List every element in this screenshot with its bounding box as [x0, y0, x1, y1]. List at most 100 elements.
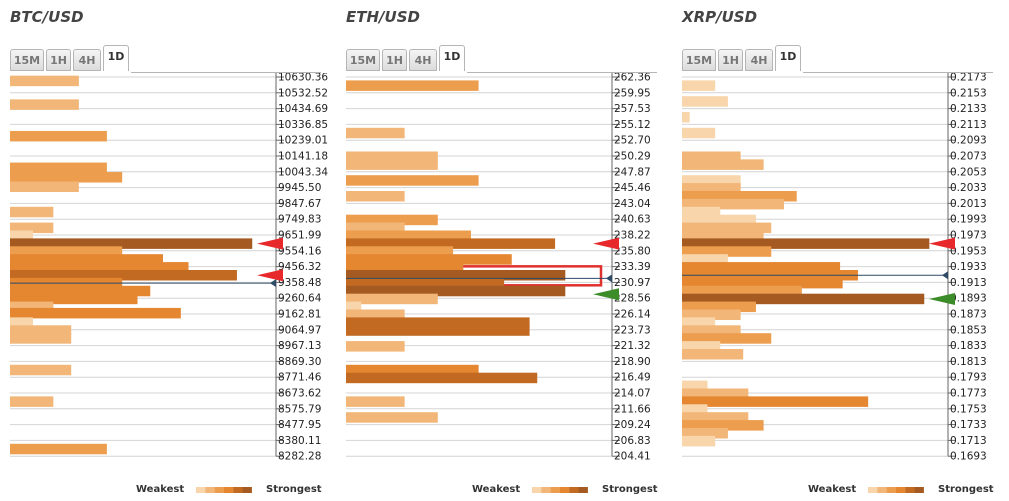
- tick-label: 0.1953: [950, 245, 987, 257]
- tab-1h[interactable]: 1H: [382, 49, 407, 71]
- tab-4h[interactable]: 4H: [73, 49, 101, 71]
- confluence-bar: [682, 396, 869, 407]
- tick-label: 209.24: [614, 419, 651, 431]
- tab-15m[interactable]: 15M: [10, 49, 44, 71]
- tick-label: 0.1733: [950, 419, 987, 431]
- tick-label: 226.14: [614, 309, 651, 321]
- tick-label: 0.2073: [950, 151, 987, 163]
- panel-xrp-usd: XRP/USD 15M 1H 4H 1D 0.2173 0.2153 0.2133 0.2113…: [673, 0, 1003, 501]
- tick-label: 0.1973: [950, 230, 987, 242]
- confluence-bar: [346, 317, 530, 328]
- confluence-chart: 10630.36 10532.52 10434.69 10336.85 10239.01…: [10, 73, 328, 463]
- confluence-bar: [682, 127, 716, 139]
- resistance-arrow: [593, 237, 619, 250]
- confluence-bar: [682, 309, 741, 320]
- tick-label: 10239.01: [278, 135, 328, 147]
- tick-label: 221.32: [614, 340, 651, 352]
- tick-label: 0.1793: [950, 372, 987, 384]
- tick-label: 9945.50: [278, 182, 321, 194]
- tab-1d[interactable]: 1D: [103, 45, 129, 71]
- tick-label: 9064.97: [278, 324, 321, 336]
- confluence-bar: [682, 159, 764, 170]
- tick-label: 10434.69: [278, 103, 328, 115]
- confluence-bar: [682, 277, 843, 289]
- current-price-arrow: [270, 279, 276, 288]
- confluence-bar: [10, 99, 79, 110]
- panel-title: BTC/USD: [10, 8, 84, 26]
- tick-label: 10336.85: [278, 119, 328, 131]
- tick-label: 223.73: [614, 324, 651, 336]
- confluence-bar: [10, 130, 107, 142]
- confluence-bar: [346, 151, 438, 162]
- legend-gradient: [532, 487, 588, 493]
- tab-15m[interactable]: 15M: [682, 49, 716, 71]
- tab-baseline: [467, 72, 657, 73]
- confluence-bar: [10, 285, 151, 297]
- tab-4h[interactable]: 4H: [409, 49, 437, 71]
- legend-strongest-label: Strongest: [602, 484, 658, 495]
- tab-4h[interactable]: 4H: [745, 49, 773, 71]
- confluence-bar: [10, 325, 72, 336]
- confluence-bar: [682, 151, 741, 162]
- tick-label: 8869.30: [278, 356, 321, 368]
- confluence-bar: [346, 269, 566, 281]
- tick-label: 8380.11: [278, 435, 321, 447]
- tick-label: 8967.13: [278, 340, 321, 352]
- legend-weakest-label: Weakest: [808, 484, 857, 495]
- tick-label: 0.1753: [950, 403, 987, 415]
- confluence-bar: [346, 412, 438, 423]
- confluence-bar: [682, 183, 741, 194]
- tick-label: 235.80: [614, 245, 651, 257]
- confluence-bar: [682, 427, 728, 439]
- legend-gradient: [196, 487, 252, 493]
- tab-1d[interactable]: 1D: [775, 45, 801, 71]
- confluence-bar: [346, 175, 479, 186]
- tick-label: 259.95: [614, 87, 651, 99]
- tab-1h[interactable]: 1H: [46, 49, 71, 71]
- tick-label: 10532.52: [278, 87, 328, 99]
- confluence-bar: [682, 412, 749, 423]
- tick-label: 0.1913: [950, 277, 987, 289]
- confluence-bar: [682, 301, 756, 313]
- legend-weakest-label: Weakest: [136, 484, 185, 495]
- confluence-bar: [682, 341, 721, 352]
- confluence-bar: [682, 348, 744, 360]
- confluence-bar: [346, 254, 512, 265]
- tick-label: 243.04: [614, 198, 651, 210]
- confluence-bar: [682, 206, 721, 218]
- tick-label: 0.1933: [950, 261, 987, 273]
- tick-label: 0.1813: [950, 356, 987, 368]
- panel-btc-usd: BTC/USD 15M 1H 4H 1D 10630.36 10532.52 10434.69…: [1, 0, 331, 501]
- confluence-bar: [346, 190, 405, 202]
- tab-1d[interactable]: 1D: [439, 45, 465, 71]
- tick-label: 8477.95: [278, 419, 321, 431]
- tick-label: 204.41: [614, 451, 651, 463]
- tick-label: 245.46: [614, 182, 651, 194]
- confluence-bar: [10, 230, 33, 241]
- confluence-bar: [10, 443, 107, 455]
- confluence-bar: [346, 372, 538, 384]
- confluence-bar: [682, 317, 716, 328]
- tick-label: 250.29: [614, 151, 651, 163]
- tick-label: 10630.36: [278, 73, 328, 84]
- confluence-bar: [346, 396, 405, 407]
- confluence-bar: [346, 309, 405, 320]
- tick-label: 9749.83: [278, 214, 321, 226]
- confluence-bar: [346, 230, 471, 241]
- tick-label: 8575.79: [278, 403, 321, 415]
- tick-label: 0.2093: [950, 135, 987, 147]
- tick-label: 233.39: [614, 261, 651, 273]
- confluence-bar: [682, 380, 708, 392]
- tick-label: 238.22: [614, 230, 651, 242]
- confluence-bar: [682, 175, 741, 186]
- tick-label: 9554.16: [278, 245, 322, 257]
- tick-label: 9260.64: [278, 293, 322, 305]
- tab-1h[interactable]: 1H: [718, 49, 743, 71]
- tab-15m[interactable]: 15M: [346, 49, 380, 71]
- legend-strongest-label: Strongest: [938, 484, 994, 495]
- confluence-bar: [682, 190, 797, 202]
- confluence-bar: [682, 388, 749, 399]
- tick-label: 0.1693: [950, 451, 987, 463]
- confluence-bar: [682, 325, 741, 336]
- tick-label: 8771.46: [278, 372, 322, 384]
